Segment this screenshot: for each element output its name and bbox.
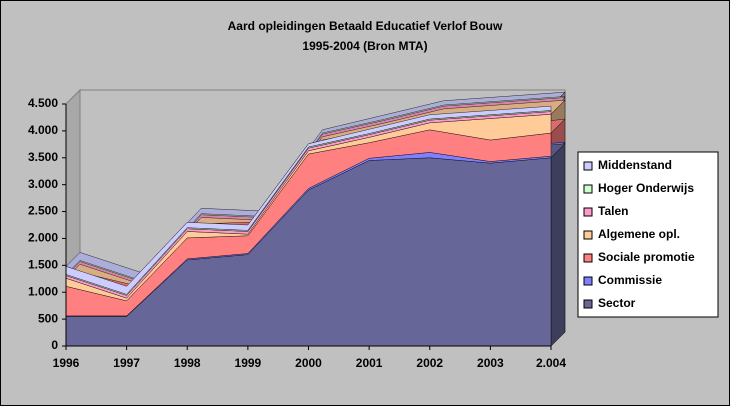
x-tick-label: 1999 — [235, 356, 262, 370]
legend-swatch — [583, 161, 593, 171]
x-tick-label: 2001 — [356, 356, 383, 370]
x-tick-label: 2.004 — [536, 356, 566, 370]
y-tick-label: 1.000 — [28, 284, 58, 298]
x-tick-label: 2000 — [295, 356, 322, 370]
legend-label: Commissie — [598, 273, 662, 287]
area-side-face — [550, 143, 566, 347]
legend-swatch — [583, 253, 593, 263]
chart-subtitle: 1995-2004 (Bron MTA) — [302, 39, 427, 53]
x-tick-label: 2003 — [477, 356, 504, 370]
legend-swatch — [583, 299, 593, 309]
legend-swatch — [583, 276, 593, 286]
y-tick-label: 2.000 — [28, 231, 58, 245]
legend-label: Sociale promotie — [598, 250, 695, 264]
legend-swatch — [583, 207, 593, 217]
y-tick-label: 2.500 — [28, 204, 58, 218]
legend-box — [577, 151, 719, 318]
x-tick-label: 2002 — [416, 356, 443, 370]
y-tick-label: 3.000 — [28, 177, 58, 191]
legend-swatch — [583, 230, 593, 240]
y-tick-label: 0 — [51, 338, 58, 352]
y-tick-label: 4.500 — [28, 96, 58, 110]
legend-label: Algemene opl. — [598, 227, 680, 241]
x-tick-label: 1996 — [53, 356, 80, 370]
chart-title: Aard opleidingen Betaald Educatief Verlo… — [228, 19, 503, 33]
x-tick-label: 1998 — [174, 356, 201, 370]
legend-label: Middenstand — [598, 158, 672, 172]
y-tick-label: 500 — [38, 311, 58, 325]
legend-label: Sector — [598, 296, 636, 310]
y-tick-label: 3.500 — [28, 150, 58, 164]
legend-label: Talen — [598, 204, 628, 218]
x-tick-label: 1997 — [113, 356, 140, 370]
y-tick-label: 4.000 — [28, 123, 58, 137]
y-tick-label: 1.500 — [28, 258, 58, 272]
area — [65, 105, 552, 295]
legend-swatch — [583, 184, 593, 194]
legend-label: Hoger Onderwijs — [598, 181, 694, 195]
